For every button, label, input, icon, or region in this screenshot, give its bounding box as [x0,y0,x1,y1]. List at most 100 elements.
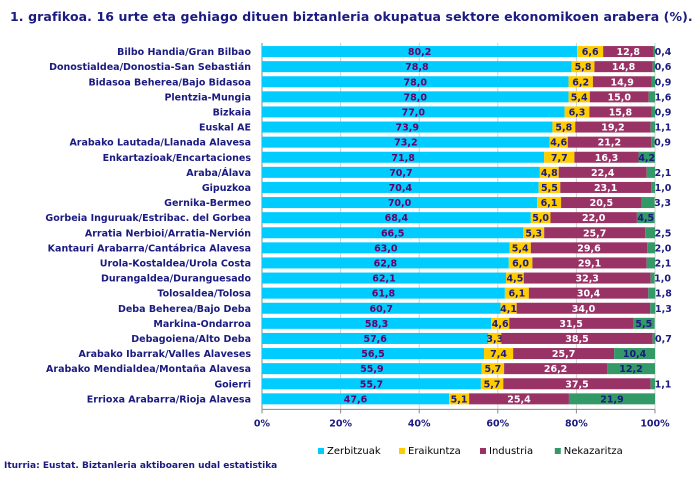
bar-segment [550,212,637,224]
data-label: 6,1 [541,198,558,209]
data-label: 78,0 [404,77,428,88]
data-label: 1,0 [654,274,671,285]
category-label: Deba Beherea/Bajo Deba [118,304,251,315]
bar-segment [532,257,647,269]
bar-segment [651,76,655,88]
data-label: 0,6 [655,62,672,73]
bar-segment [262,302,501,314]
bar-segment [523,227,545,239]
data-label: 4,8 [541,168,558,179]
data-label: 20,5 [590,198,613,209]
data-label: 56,5 [361,349,384,360]
category-label: Kantauri Arabarra/Cantábrica Alavesa [48,243,251,254]
bar-segment [262,121,553,133]
bar-segment [646,166,655,178]
bar-segment [262,151,545,163]
bar-segment [636,212,655,224]
bar-segment [516,302,651,314]
data-label: 25,7 [583,228,606,239]
bar-segment [641,197,655,209]
data-label: 12,2 [619,364,642,375]
data-label: 2,1 [655,168,672,179]
data-label: 61,8 [372,289,396,300]
data-label: 7,7 [551,153,568,164]
data-label: 22,0 [582,213,606,224]
bar-segment [653,46,655,58]
data-label: 38,5 [565,334,588,345]
bar-segment [262,378,481,390]
bar-segment [262,257,509,269]
legend-swatch [399,448,405,454]
bar-segment [652,61,655,73]
bar-segment [262,76,569,88]
data-label: 4,6 [550,138,567,149]
bar-segment [650,121,655,133]
data-label: 14,8 [612,62,636,73]
bar-segment [549,136,568,148]
bar-segment [538,181,561,193]
bar-segment [589,91,649,103]
data-label: 5,0 [532,213,549,224]
data-label: 62,8 [374,258,398,269]
data-label: 2,5 [655,228,672,239]
x-tick-label: 0% [254,418,271,429]
bar-segment [262,348,485,360]
category-label: Enkartazioak/Encartaciones [103,153,252,164]
bar-segment [603,46,654,58]
bar-segment [652,332,656,344]
data-label: 5,5 [541,183,558,194]
data-label: 12,8 [617,47,641,58]
category-label: Donostialdea/Donostia-San Sebastián [49,62,251,73]
category-label: Bidasoa Beherea/Bajo Bidasoa [88,77,251,88]
data-label: 63,0 [374,243,398,254]
data-label: 60,7 [370,304,393,315]
bar-segment [262,272,507,284]
data-label: 16,3 [595,153,618,164]
bar-segment [607,363,655,375]
data-label: 7,4 [490,349,507,360]
data-label: 70,0 [388,198,412,209]
data-label: 32,3 [575,274,598,285]
data-label: 1,8 [655,289,672,300]
bar-segment [449,393,470,405]
data-label: 23,1 [594,183,617,194]
category-label: Tolosaldea/Tolosa [157,289,251,300]
data-label: 5,7 [484,379,501,390]
data-label: 4,5 [506,274,523,285]
data-label: 0,9 [655,107,672,118]
bar-segment [262,61,572,73]
data-label: 55,9 [360,364,383,375]
data-label: 58,3 [365,319,388,330]
data-label: 2,0 [655,243,672,254]
bar-segment [528,287,649,299]
category-label: Urola-Kostaldea/Urola Costa [100,258,251,269]
bar-segment [571,61,595,73]
bar-segment [650,272,655,284]
bar-segment [651,106,655,118]
bar-segment [589,106,652,118]
bar-segment [648,91,655,103]
data-label: 29,6 [577,243,601,254]
data-label: 6,2 [572,77,589,88]
bar-segment [500,302,517,314]
bar-segment [577,46,604,58]
bar-segment [262,317,492,329]
bar-segment [651,181,655,193]
category-label: Arabako Mendialdea/Montaña Alavesa [46,364,251,375]
category-label: Debagoiena/Alto Deba [131,334,251,345]
bar-segment [537,197,562,209]
bar-segment [509,242,531,254]
data-label: 77,0 [402,107,426,118]
data-label: 70,4 [389,183,413,194]
legend-label: Industria [489,446,533,457]
data-label: 5,7 [484,364,501,375]
bar-segment [648,287,656,299]
data-label: 19,2 [601,123,624,134]
bar-segment [523,272,651,284]
data-label: 2,1 [655,258,672,269]
bar-segment [568,91,590,103]
category-label: Plentzia-Mungia [164,92,251,103]
bar-segment [504,363,608,375]
bar-segment [501,332,653,344]
bar-segment [503,378,651,390]
